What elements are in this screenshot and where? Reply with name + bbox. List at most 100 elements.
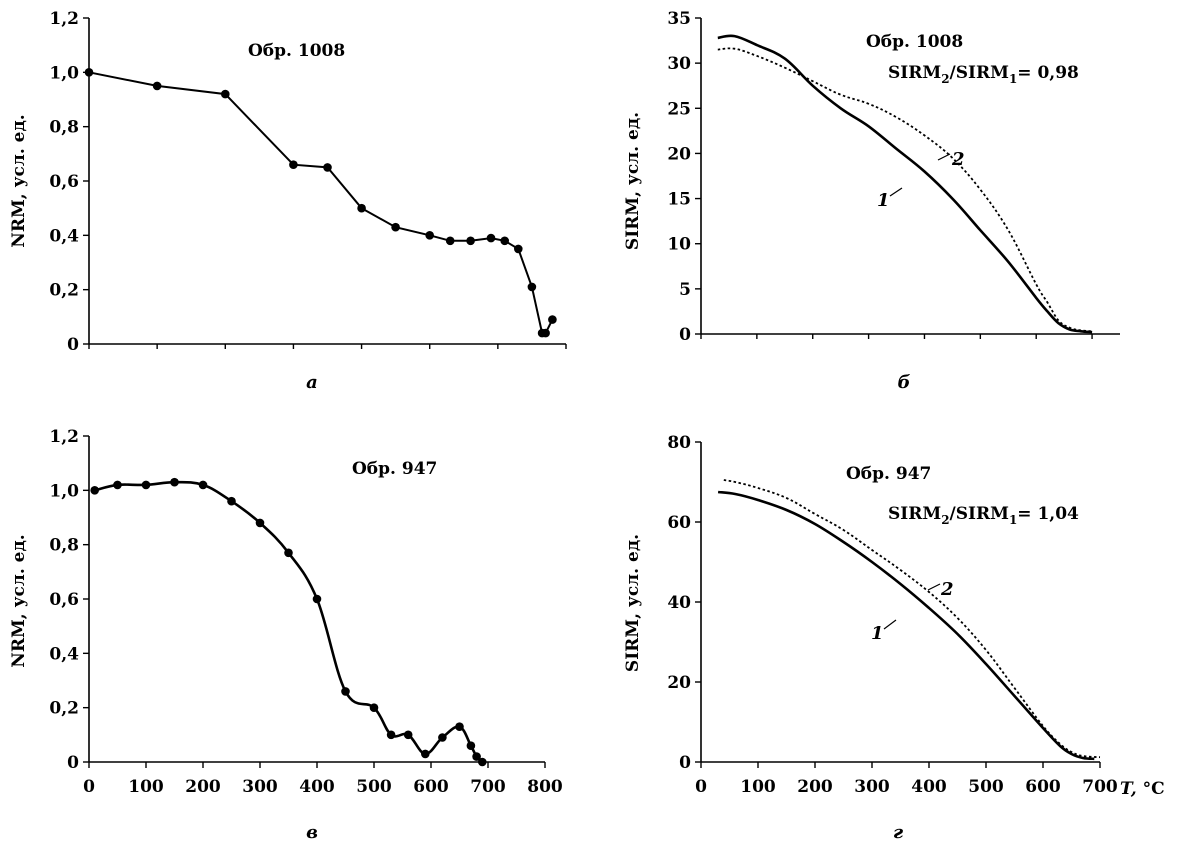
y-tick-label: 0,6 (49, 172, 79, 192)
y-tick-label: 60 (667, 513, 691, 533)
x-tick-label: 300 (242, 777, 278, 797)
panel-letter: г (893, 822, 903, 843)
x-tick-label: 700 (1082, 777, 1118, 797)
curve-label-1: 1 (871, 623, 884, 644)
sample-title: Обр. 1008 (248, 41, 345, 61)
data-point (221, 89, 230, 99)
y-tick-label: 30 (667, 54, 691, 74)
x-tick-label: 700 (470, 777, 506, 797)
data-point (455, 722, 464, 731)
data-point (152, 81, 162, 91)
panel-letter: а (306, 372, 318, 393)
curve-label-1: 1 (877, 190, 890, 211)
sample-title: Обр. 947 (352, 459, 437, 479)
data-point (341, 687, 350, 696)
y-tick-label: 80 (667, 433, 691, 453)
data-point (500, 236, 510, 246)
data-point (198, 480, 208, 490)
y-axis-label: NRM, усл. ед. (9, 114, 29, 247)
data-point (90, 486, 99, 495)
data-point (466, 236, 475, 246)
curve-label-1-leader (889, 187, 903, 197)
x-tick-label: 600 (413, 777, 449, 797)
curve-label-2: 2 (951, 149, 965, 170)
y-tick-label: 15 (667, 190, 691, 210)
data-point (391, 222, 400, 232)
x-tick-label: 200 (797, 777, 833, 797)
sample-title: Обр. 947 (846, 464, 931, 484)
series-1-line (717, 34, 1093, 334)
data-point (170, 477, 179, 487)
data-point (141, 480, 151, 490)
sirm-ratio-annotation: SIRM2/SIRM1= 1,04 (888, 504, 1079, 527)
data-point (369, 703, 379, 712)
y-tick-label: 0,2 (49, 281, 79, 301)
y-tick-label: 35 (667, 9, 691, 29)
y-tick-label: 1,0 (49, 63, 79, 83)
data-point (227, 496, 236, 506)
y-tick-label: 25 (667, 99, 691, 119)
data-point (425, 231, 435, 240)
y-tick-label: 40 (667, 593, 691, 613)
y-tick-label: 0,4 (49, 226, 79, 246)
series-1-line (717, 490, 1095, 761)
data-point (445, 236, 455, 246)
x-tick-label: 800 (527, 777, 563, 797)
data-point (527, 282, 537, 292)
x-tick-label: 300 (854, 777, 890, 797)
panel-letter: в (306, 822, 318, 843)
x-tick-label: 0 (83, 777, 95, 797)
y-tick-label: 1,2 (49, 427, 79, 447)
y-axis-label: SIRM, усл. ед. (623, 112, 643, 250)
y-tick-label: 20 (667, 144, 691, 164)
data-point (472, 752, 481, 761)
data-point (421, 749, 430, 759)
data-point (289, 160, 298, 169)
x-tick-label: 100 (128, 777, 164, 797)
y-axis-label: NRM, усл. ед. (9, 534, 29, 667)
data-point (438, 733, 447, 742)
y-axis-label: SIRM, усл. ед. (623, 534, 643, 672)
data-point (357, 203, 366, 213)
data-point (478, 757, 487, 767)
y-tick-label: 0,2 (49, 699, 79, 719)
curve-label-2: 2 (940, 579, 954, 600)
y-tick-label: 0,8 (49, 118, 79, 138)
data-point (113, 480, 122, 490)
x-tick-label: 600 (1025, 777, 1061, 797)
x-axis-label: T, °C (1120, 779, 1165, 799)
data-point (548, 315, 557, 324)
curve-label-1-leader (883, 619, 897, 630)
series-2-line (723, 479, 1101, 759)
data-point (84, 68, 94, 77)
y-tick-label: 0,8 (49, 536, 79, 556)
chart-panel-b: SIRM, усл. ед. Обр. 1008 SIRM2/SIRM1= 0,… (623, 9, 1120, 393)
y-tick-label: 0 (67, 335, 79, 355)
x-tick-label: 200 (185, 777, 221, 797)
y-tick-label: 20 (667, 673, 691, 693)
data-point (312, 594, 322, 604)
data-point (403, 730, 413, 740)
y-tick-label: 0 (679, 753, 691, 773)
chart-panel-a: NRM, усл. ед. Обр. 1008 а 0 0,2 0,4 0,6 0,8 1… (9, 9, 567, 393)
data-point (486, 233, 496, 243)
sample-title: Обр. 1008 (866, 32, 963, 52)
y-tick-label: 0 (679, 325, 691, 345)
data-point (466, 741, 476, 750)
data-point (541, 328, 550, 338)
curve-label-2-leader (927, 583, 941, 591)
data-point (386, 730, 396, 740)
x-tick-label: 100 (740, 777, 776, 797)
y-tick-label: 10 (667, 235, 691, 255)
panel-letter: б (898, 372, 911, 393)
x-tick-label: 500 (968, 777, 1004, 797)
y-tick-label: 1,2 (49, 9, 79, 29)
chart-panel-g: SIRM, усл. ед. Обр. 947 SIRM2/SIRM1= 1,0… (623, 433, 1165, 843)
chart-panel-v: NRM, усл. ед. Обр. 947 в 0 0,2 0,4 0,6 0,8 1,… (9, 427, 563, 843)
y-tick-label: 0,4 (49, 644, 79, 664)
x-tick-label: 400 (299, 777, 335, 797)
x-tick-label: 500 (356, 777, 392, 797)
y-tick-label: 0 (67, 753, 79, 773)
y-tick-label: 1,0 (49, 481, 79, 501)
